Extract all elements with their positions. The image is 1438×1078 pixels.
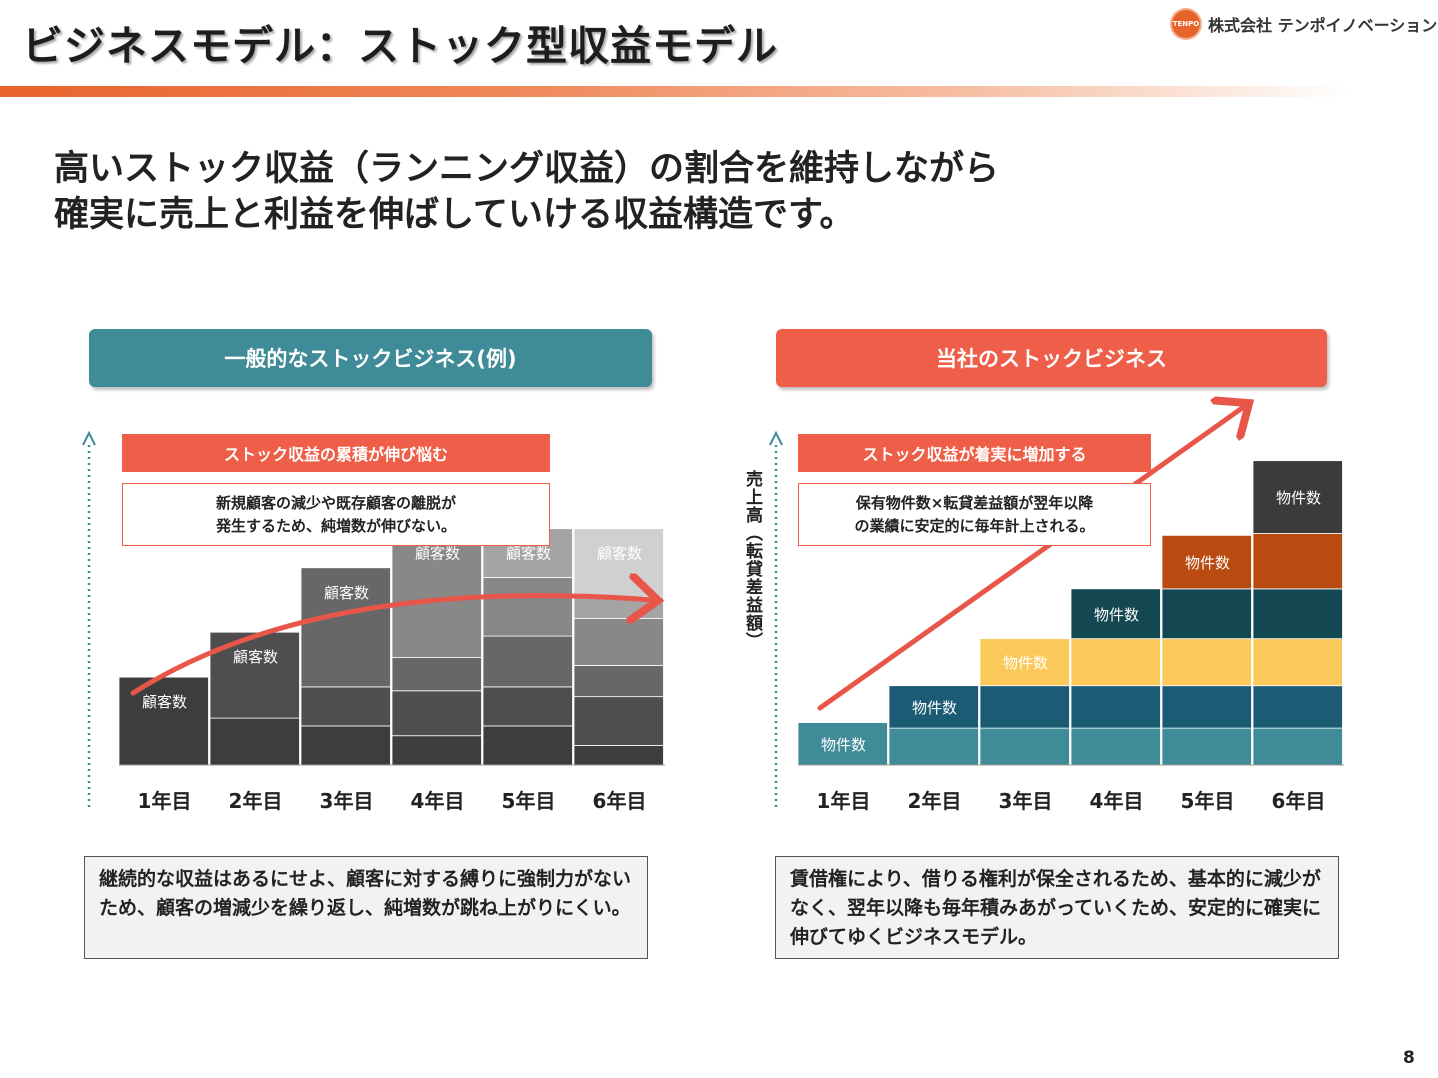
right-category-label: 4年目 (1090, 789, 1144, 813)
left-bar-segment (482, 577, 573, 637)
right-bar-segment (1161, 534, 1252, 590)
right-bar-segment (1252, 533, 1343, 590)
right-category-label: 6年目 (1272, 789, 1326, 813)
page-title: ビジネスモデル：ストック型収益モデル (22, 22, 778, 70)
right-bar-segment (979, 727, 1070, 766)
left-stack-chart: 顧客数 1年目 顧客数 2年目 顧客数 3年目 顧客数 4年目 顧客数 5年目 顧客数 6年目 (82, 430, 665, 813)
left-bar-segment (573, 745, 664, 766)
right-panel-header: 当社のストックビジネス (776, 329, 1327, 387)
left-category-label: 3年目 (320, 789, 374, 813)
right-callout-body: 保有物件数×転貸差益額が翌年以降 の業績に安定的に毎年計上される。 (798, 483, 1151, 546)
right-bar-label: 物件数 (1094, 606, 1139, 624)
left-callout-body: 新規顧客の減少や既存顧客の離脱が 発生するため、純増数が伸びない。 (122, 483, 550, 546)
right-bar-label: 物件数 (912, 699, 957, 717)
left-bar-segment (573, 528, 664, 598)
lead-line-2: 確実に売上と利益を伸ばしていける収益構造です。 (54, 195, 855, 235)
left-callout-line-1: 新規顧客の減少や既存顧客の離脱が (215, 493, 456, 512)
right-bar-segment (797, 722, 888, 766)
left-bar-segment (482, 635, 573, 688)
right-bar-segment (1252, 460, 1343, 534)
right-category-label: 3年目 (999, 789, 1053, 813)
right-note-box: 賃借権により、借りる権利が保全されるため、基本的に減少がなく、翌年以降も毎年積み… (775, 856, 1339, 959)
right-bar-segment (1252, 638, 1343, 687)
left-bar-segment (573, 618, 664, 666)
right-bar-segment (1070, 727, 1161, 766)
company-logo: TENPO 株式会社 テンポイノベーション (1172, 9, 1437, 39)
right-bar-segment (1070, 588, 1161, 640)
right-bar-segment (1252, 588, 1343, 640)
left-bar-segment (391, 690, 482, 737)
left-bar-segment (209, 717, 300, 766)
left-bar-segment (300, 686, 391, 727)
right-bar-segment (888, 685, 979, 729)
left-bar-segment (573, 696, 664, 746)
right-bar-label: 物件数 (1185, 554, 1230, 572)
left-category-label: 4年目 (411, 789, 465, 813)
right-bar-segment (1161, 588, 1252, 640)
lead-line-1: 高いストック収益（ランニング収益）の割合を維持しながら (54, 149, 1000, 189)
right-y-axis-arrow-icon (769, 430, 783, 446)
right-bar-segment (1252, 685, 1343, 729)
left-y-axis-arrow-icon (82, 430, 96, 446)
left-category-label: 5年目 (502, 789, 556, 813)
right-bar-segment (1252, 727, 1343, 766)
left-bar-segment (573, 665, 664, 698)
right-trend-arrow (817, 406, 1245, 711)
left-bar-label: 顧客数 (233, 648, 278, 666)
left-panel-header: 一般的なストックビジネス(例) (89, 329, 652, 387)
left-bar-label: 顧客数 (506, 545, 551, 563)
right-bar-label: 物件数 (821, 736, 866, 754)
page-number: 8 (1403, 1048, 1415, 1068)
left-callout-title: ストック収益の累積が伸び悩む (122, 434, 550, 472)
right-bar-segment (1161, 638, 1252, 687)
left-bar-label: 顧客数 (324, 584, 369, 602)
right-bar-label: 物件数 (1276, 489, 1321, 507)
right-category-label: 5年目 (1181, 789, 1235, 813)
right-stack-chart: 物件数 1年目 物件数 2年目 物件数 3年目 物件数 4年目 物件数 5年目 物件数 6年目 (769, 406, 1344, 813)
right-callout-line-1: 保有物件数×転貸差益額が翌年以降 (855, 493, 1094, 512)
left-category-label: 6年目 (593, 789, 647, 813)
right-callout-title: ストック収益が着実に増加する (798, 434, 1151, 472)
right-bar-segment (1161, 685, 1252, 729)
company-name: 株式会社 テンポイノベーション (1208, 16, 1438, 35)
right-category-label: 1年目 (817, 789, 871, 813)
left-category-label: 2年目 (229, 789, 283, 813)
logo-mark-icon: TENPO (1172, 10, 1200, 38)
left-bar-segment (118, 676, 209, 766)
left-bar-segment (482, 686, 573, 727)
left-bar-segment (391, 735, 482, 766)
title-underline-bar (0, 86, 1350, 97)
left-bar-segment (300, 725, 391, 766)
right-category-label: 2年目 (908, 789, 962, 813)
right-bar-segment (1070, 685, 1161, 729)
right-bar-segment (888, 727, 979, 766)
right-bar-segment (1161, 727, 1252, 766)
left-bar-segment (482, 725, 573, 766)
left-bar-segment (300, 567, 391, 688)
right-bar-segment (979, 685, 1070, 729)
left-trend-arrow (130, 596, 653, 696)
left-callout-line-2: 発生するため、純増数が伸びない。 (215, 516, 456, 535)
left-bar-segment (391, 528, 482, 658)
right-y-axis-label: 売上高（転貸差益額） (742, 470, 762, 650)
left-bar-label: 顧客数 (142, 693, 187, 711)
left-bar-label: 顧客数 (415, 545, 460, 563)
right-bar-segment (979, 638, 1070, 687)
right-bar-label: 物件数 (1003, 654, 1048, 672)
left-bar-segment (391, 657, 482, 692)
left-note-box: 継続的な収益はあるにせよ、顧客に対する縛りに強制力がないため、顧客の増減少を繰り… (84, 856, 648, 959)
right-bar-segment (1070, 638, 1161, 687)
left-bar-label: 顧客数 (597, 545, 642, 563)
right-callout-line-2: の業績に安定的に毎年計上される。 (854, 516, 1095, 535)
left-category-label: 1年目 (138, 789, 192, 813)
